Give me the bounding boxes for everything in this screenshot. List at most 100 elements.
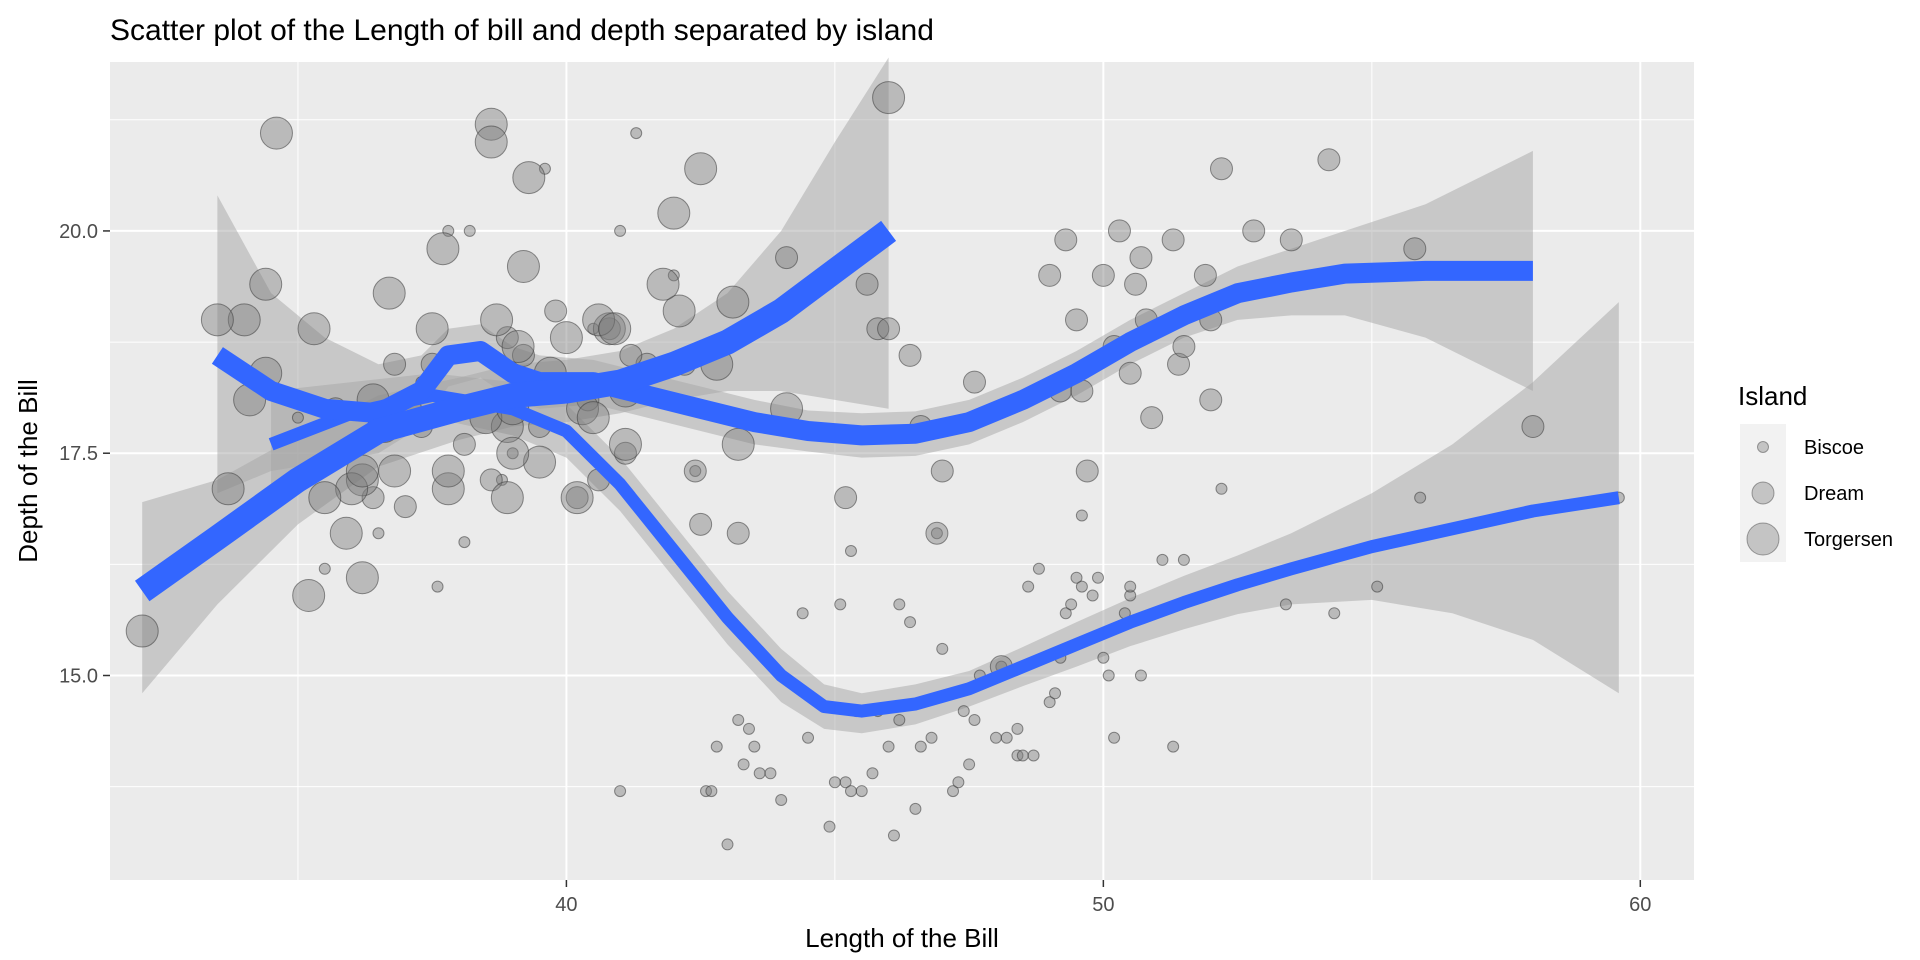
point-torgersen (415, 312, 449, 346)
point-torgersen (426, 232, 460, 266)
point-biscoe (947, 785, 960, 798)
point-dream (1403, 237, 1427, 261)
point-biscoe (1022, 580, 1035, 593)
point-biscoe (737, 758, 750, 771)
point-biscoe (844, 545, 857, 558)
point-dream (877, 317, 901, 341)
y-tick-label: 20.0 (59, 221, 98, 243)
x-axis-title: Length of the Bill (805, 923, 999, 953)
point-dream (925, 521, 949, 545)
point-dream (1521, 415, 1545, 439)
legend-keys: Biscoe Dream Torgersen (1740, 424, 1893, 562)
point-torgersen (480, 303, 514, 337)
point-biscoe (1177, 553, 1190, 566)
point-torgersen (872, 81, 906, 115)
legend-key-torgersen (1746, 522, 1780, 556)
point-dream (962, 370, 986, 394)
point-biscoe (710, 740, 723, 753)
point-biscoe (893, 598, 906, 611)
point-torgersen (431, 454, 465, 488)
point-torgersen (474, 107, 508, 141)
point-dream (1091, 263, 1115, 287)
point-biscoe (748, 740, 761, 753)
point-dream (565, 486, 589, 510)
data-points (125, 81, 1625, 851)
point-biscoe (796, 607, 809, 620)
y-axis-ticks: 15.0 17.5 20.0 (59, 221, 110, 688)
point-dream (495, 326, 519, 350)
point-biscoe (957, 705, 970, 718)
smooth-line-dream (211, 260, 1533, 446)
point-torgersen (684, 152, 718, 186)
point-biscoe (705, 785, 718, 798)
point-biscoe (1070, 571, 1083, 584)
point-biscoe (1215, 482, 1228, 495)
point-dream (683, 459, 707, 483)
point-dream (1118, 361, 1142, 385)
point-biscoe (1086, 589, 1099, 602)
point-biscoe (1328, 607, 1341, 620)
point-torgersen (662, 294, 696, 328)
point-biscoe (1049, 687, 1062, 700)
point-biscoe (318, 562, 331, 575)
point-biscoe (925, 731, 938, 744)
point-torgersen (560, 481, 594, 515)
point-biscoe (1032, 562, 1045, 575)
point-biscoe (823, 820, 836, 833)
point-biscoe (1016, 749, 1029, 762)
point-dream (689, 512, 713, 536)
point-biscoe (689, 465, 702, 477)
point-torgersen (716, 285, 750, 319)
point-biscoe (914, 740, 927, 753)
point-biscoe (802, 731, 815, 744)
point-biscoe (775, 793, 788, 806)
point-biscoe (963, 758, 976, 771)
point-dream (1193, 263, 1217, 287)
point-torgersen (292, 578, 326, 612)
point-dream (855, 272, 879, 296)
point-torgersen (608, 427, 642, 461)
point-dream (452, 432, 476, 456)
chart-title: Scatter plot of the Length of bill and d… (110, 14, 934, 47)
point-torgersen (721, 427, 755, 461)
point-dream (1075, 459, 1099, 483)
point-biscoe (458, 536, 471, 549)
point-torgersen (512, 161, 546, 195)
point-torgersen (523, 445, 557, 479)
point-biscoe (882, 740, 895, 753)
point-dream (1317, 148, 1341, 172)
point-biscoe (968, 713, 981, 726)
minor-gridlines (110, 62, 1694, 880)
smooth-line-torgersen (134, 220, 897, 602)
point-biscoe (1027, 749, 1040, 762)
point-biscoe (721, 838, 734, 851)
point-torgersen (249, 267, 283, 301)
point-biscoe (732, 713, 745, 726)
point-biscoe (904, 616, 917, 629)
point-dream (834, 486, 858, 510)
point-biscoe (1167, 740, 1180, 753)
point-biscoe (855, 785, 868, 798)
point-dream (1065, 308, 1089, 332)
point-dream (1209, 157, 1233, 181)
legend-key-background (1740, 470, 1786, 516)
point-torgersen (125, 614, 159, 648)
legend-key-biscoe (1757, 441, 1769, 453)
point-biscoe (742, 722, 755, 735)
point-biscoe (630, 127, 643, 140)
point-biscoe (844, 785, 857, 798)
legend-key-background (1740, 516, 1786, 562)
point-dream (1279, 228, 1303, 252)
point-biscoe (1124, 589, 1137, 602)
point-biscoe (909, 802, 922, 815)
point-biscoe (667, 269, 680, 282)
point-biscoe (614, 785, 627, 798)
point-dream (1140, 406, 1164, 430)
point-dream (1167, 352, 1191, 376)
point-torgersen (474, 125, 508, 159)
point-biscoe (887, 829, 900, 842)
point-torgersen (378, 454, 412, 488)
point-torgersen (335, 472, 369, 506)
point-torgersen (372, 276, 406, 310)
